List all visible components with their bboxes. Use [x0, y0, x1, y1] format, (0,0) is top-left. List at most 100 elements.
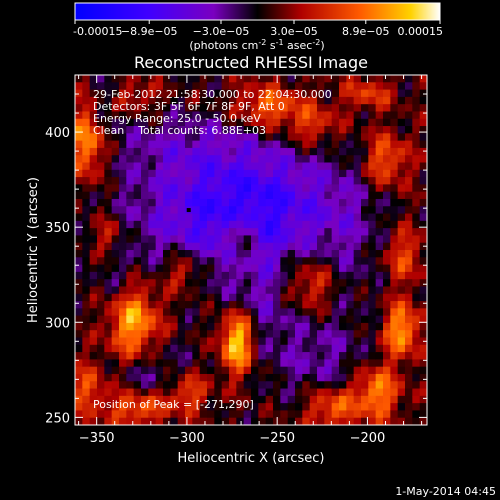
heatmap-cell	[368, 403, 377, 412]
heatmap-cell	[375, 235, 384, 244]
heatmap-cell	[207, 213, 215, 222]
heatmap-cell	[375, 337, 384, 346]
heatmap-cell	[295, 213, 303, 222]
heatmap-cell	[148, 257, 157, 266]
heatmap-cell	[133, 169, 142, 178]
heatmap-cell	[236, 133, 245, 142]
heatmap-cell	[361, 330, 369, 339]
heatmap-cell	[126, 301, 135, 309]
heatmap-cell	[251, 279, 259, 288]
heatmap-cell	[199, 279, 208, 288]
heatmap-cell	[317, 308, 325, 317]
heatmap-cell	[133, 206, 142, 215]
heatmap-cell	[177, 279, 186, 288]
heatmap-cell	[229, 111, 237, 120]
heatmap-cell	[236, 75, 245, 83]
heatmap-cell	[221, 191, 230, 200]
heatmap-cell	[119, 279, 127, 288]
heatmap-cell	[383, 301, 391, 309]
heatmap-cell	[199, 213, 208, 222]
heatmap-cell	[295, 228, 303, 237]
heatmap-cell	[324, 301, 333, 309]
heatmap-cell	[375, 315, 384, 324]
heatmap-cell	[324, 417, 333, 425]
heatmap-cell	[163, 403, 171, 412]
heatmap-cell	[331, 89, 340, 98]
heatmap-cell	[221, 177, 230, 185]
heatmap-cell	[185, 417, 193, 425]
heatmap-cell	[185, 366, 193, 375]
heatmap-cell	[265, 417, 274, 425]
heatmap-cell	[111, 213, 120, 222]
heatmap-cell	[236, 395, 245, 404]
heatmap-cell	[141, 198, 149, 207]
heatmap-cell	[221, 104, 230, 113]
heatmap-cell	[287, 388, 296, 397]
heatmap-cell	[273, 250, 281, 258]
heatmap-cell	[324, 235, 333, 244]
heatmap-cell	[309, 169, 318, 178]
heatmap-cell	[214, 417, 223, 425]
heatmap-cell	[89, 250, 98, 258]
heatmap-cell	[111, 279, 120, 288]
heatmap-cell	[126, 104, 135, 113]
heatmap-cell	[405, 206, 413, 215]
heatmap-cell	[302, 220, 311, 229]
y-tick-label: 350	[45, 221, 70, 236]
heatmap-cell	[405, 118, 413, 127]
heatmap-cell	[199, 206, 208, 215]
heatmap-cell	[207, 133, 215, 142]
heatmap-cell	[419, 279, 427, 288]
heatmap-cell	[390, 250, 399, 258]
heatmap-cell	[353, 322, 362, 331]
heatmap-cell	[119, 147, 127, 156]
heatmap-cell	[419, 417, 427, 425]
heatmap-cell	[339, 286, 347, 295]
heatmap-cell	[221, 198, 230, 207]
heatmap-cell	[97, 82, 105, 91]
heatmap-cell	[75, 169, 83, 178]
heatmap-cell	[251, 89, 259, 98]
heatmap-cell	[221, 271, 230, 280]
heatmap-cell	[412, 82, 421, 91]
heatmap-cell	[207, 82, 215, 91]
heatmap-cell	[258, 330, 267, 339]
heatmap-cell	[221, 250, 230, 258]
heatmap-cell	[170, 242, 179, 251]
heatmap-cell	[405, 395, 413, 404]
heatmap-cell	[185, 235, 193, 244]
heatmap-cell	[280, 82, 289, 91]
heatmap-cell	[287, 89, 296, 98]
heatmap-cell	[97, 410, 105, 419]
heatmap-cell	[419, 133, 427, 142]
heatmap-cell	[89, 286, 98, 295]
heatmap-cell	[155, 111, 164, 120]
heatmap-cell	[229, 96, 237, 105]
heatmap-cell	[170, 373, 179, 382]
heatmap-cell	[89, 373, 98, 382]
heatmap-cell	[302, 140, 311, 149]
heatmap-cell	[295, 126, 303, 134]
heatmap-cell	[126, 271, 135, 280]
heatmap-cell	[126, 330, 135, 339]
heatmap-cell	[126, 198, 135, 207]
heatmap-cell	[383, 410, 391, 419]
heatmap-cell	[177, 89, 186, 98]
heatmap-cell	[375, 133, 384, 142]
heatmap-cell	[97, 177, 105, 185]
heatmap-cell	[97, 198, 105, 207]
heatmap-cell	[243, 279, 252, 288]
heatmap-cell	[170, 162, 179, 171]
heatmap-cell	[148, 206, 157, 215]
heatmap-cell	[383, 373, 391, 382]
heatmap-cell	[229, 89, 237, 98]
heatmap-cell	[207, 388, 215, 397]
heatmap-cell	[317, 381, 325, 390]
heatmap-cell	[104, 359, 113, 368]
heatmap-cell	[287, 344, 296, 353]
heatmap-cell	[141, 381, 149, 390]
heatmap-cell	[133, 359, 142, 368]
heatmap-cell	[258, 388, 267, 397]
heatmap-cell	[302, 75, 311, 83]
heatmap-cell	[97, 344, 105, 353]
